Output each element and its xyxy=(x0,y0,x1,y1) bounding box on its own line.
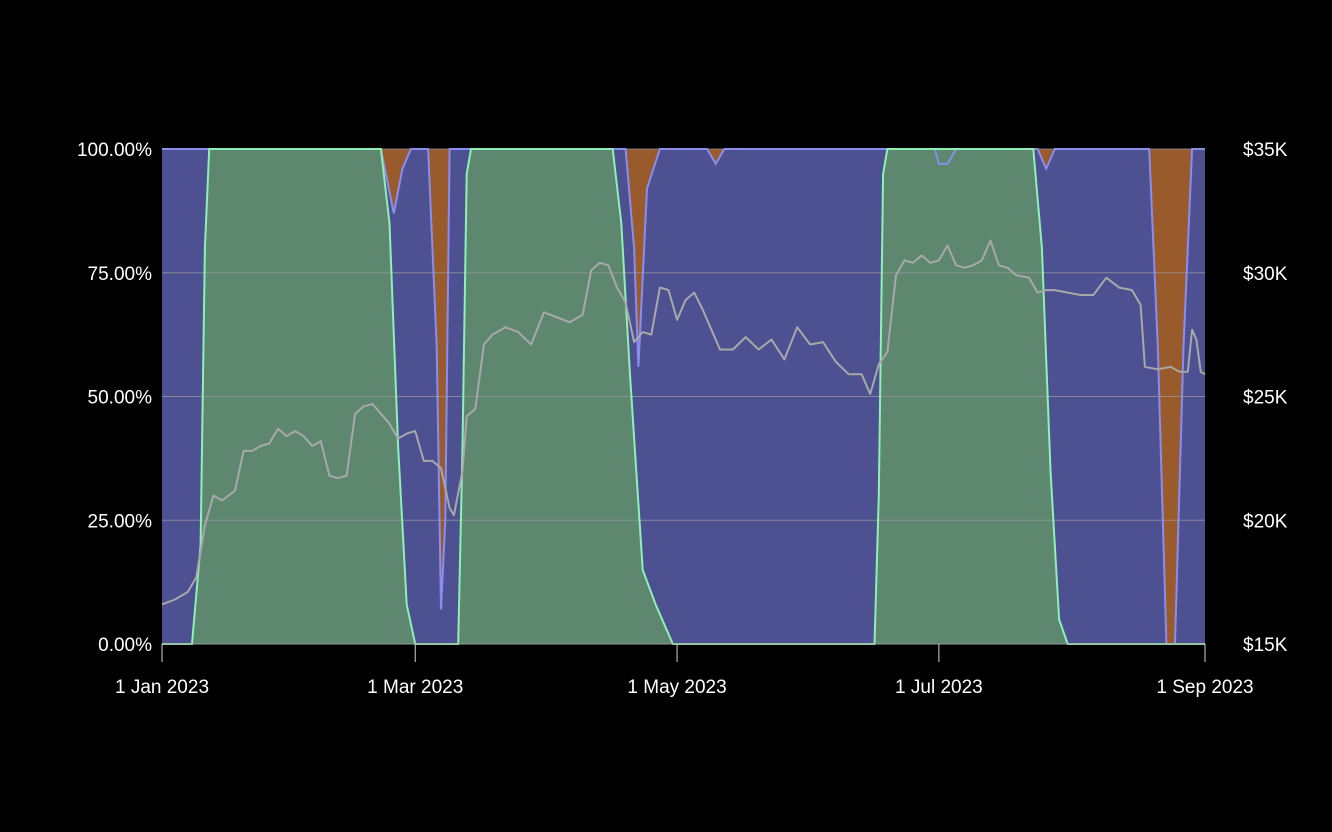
line-bottom-boundary xyxy=(162,148,1205,645)
y-right-tick-label: $15K xyxy=(1243,635,1288,656)
y-left-tick-label: 75.00% xyxy=(88,264,153,285)
series-lines xyxy=(161,148,1206,645)
x-tick-label: 1 Jan 2023 xyxy=(115,677,209,698)
y-right-tick-label: $25K xyxy=(1243,388,1288,409)
y-right-tick-label: $20K xyxy=(1243,511,1288,532)
x-tick-label: 1 May 2023 xyxy=(627,677,726,698)
y-right-tick-label: $35K xyxy=(1243,140,1288,161)
x-tick-label: 1 Mar 2023 xyxy=(367,677,463,698)
axes: 0.00% 25.00% 50.00% 75.00% 100.00% $15K $20K $2… xyxy=(77,140,1288,698)
y-right-tick-label: $30K xyxy=(1243,264,1288,285)
line-middle-boundary xyxy=(162,148,1205,645)
y-left-tick-label: 0.00% xyxy=(98,635,152,656)
y-left-tick-label: 100.00% xyxy=(77,140,152,161)
x-tick-label: 1 Sep 2023 xyxy=(1156,677,1253,698)
y-left-tick-label: 25.00% xyxy=(88,511,153,532)
x-tick-label: 1 Jul 2023 xyxy=(895,677,983,698)
line-price xyxy=(161,239,1206,606)
y-left-tick-label: 50.00% xyxy=(88,388,153,409)
